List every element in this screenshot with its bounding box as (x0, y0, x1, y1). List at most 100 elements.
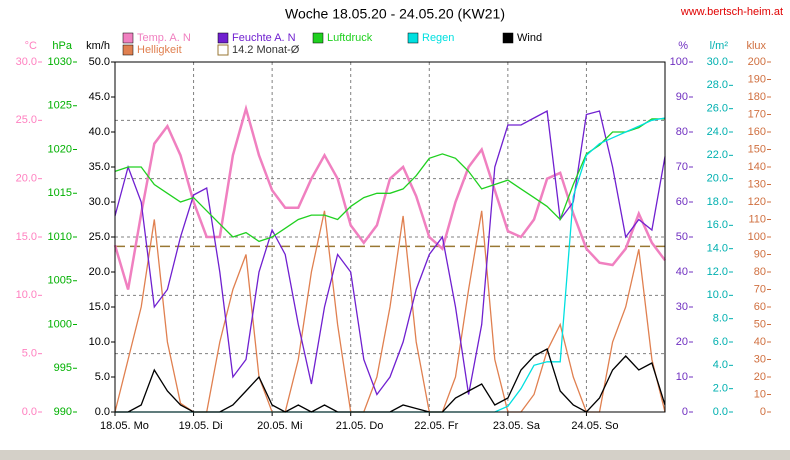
y-tick-label: 1015 (48, 187, 72, 199)
y-tick-label: 5.0 (95, 371, 110, 383)
y-tick-label: 0.0 (22, 406, 37, 418)
series-line (114, 118, 665, 243)
y-tick-label: 190 (748, 73, 766, 85)
y-tick-label: 0 (760, 406, 766, 418)
y-tick-label: 10 (754, 388, 766, 400)
y-tick-label: 1025 (48, 100, 72, 112)
y-tick-label: 10.0 (707, 289, 728, 301)
x-tick-label: 20.05. Mi (257, 420, 302, 432)
y-tick-label: 30.0 (16, 56, 37, 68)
y-tick-label: 50.0 (89, 56, 110, 68)
source: www.bertsch-heim.at (680, 6, 783, 18)
y-tick-label: 50 (676, 231, 688, 243)
y-tick-label: 26.0 (707, 103, 728, 115)
legend-label: Feuchte A. N (232, 32, 296, 44)
y-tick-label: 1005 (48, 275, 72, 287)
y-tick-label: 28.0 (707, 79, 728, 91)
legend-swatch (122, 32, 134, 44)
x-tick-label: 18.05. Mo (100, 420, 149, 432)
y-tick-label: 8.0 (713, 313, 728, 325)
y-tick-label: 180 (748, 91, 766, 103)
y-tick-label: 10.0 (89, 336, 110, 348)
y-tick-label: 15.0 (16, 231, 37, 243)
y-tick-label: 20.0 (16, 173, 37, 185)
legend-swatch (502, 32, 514, 44)
legend-swatch (407, 32, 419, 44)
y-tick-label: 995 (54, 362, 72, 374)
plot-frame (114, 61, 666, 413)
y-tick-label: 60 (754, 301, 766, 313)
y-tick-label: 20.0 (707, 173, 728, 185)
legend-swatch (217, 44, 229, 56)
y-tick-label: 30.0 (89, 196, 110, 208)
y-tick-label: 15.0 (89, 301, 110, 313)
y-tick-label: 100 (670, 56, 688, 68)
y-tick-label: 14.0 (707, 243, 728, 255)
y-tick-label: 140 (748, 161, 766, 173)
status-bar (0, 450, 790, 460)
legend-label: Temp. A. N (137, 32, 191, 44)
y-tick-label: 90 (676, 91, 688, 103)
y-tick-label: 40 (754, 336, 766, 348)
y-tick-label: 160 (748, 126, 766, 138)
axis-unit: l/m² (710, 40, 729, 52)
y-tick-label: 5.0 (22, 348, 37, 360)
y-tick-label: 130 (748, 178, 766, 190)
y-tick-label: 12.0 (707, 266, 728, 278)
y-tick-label: 25.0 (16, 114, 37, 126)
y-tick-label: 90 (754, 248, 766, 260)
x-tick-label: 21.05. Do (336, 420, 384, 432)
y-tick-label: 80 (754, 266, 766, 278)
axis-unit: klux (746, 40, 766, 52)
x-tick-label: 23.05. Sa (493, 420, 541, 432)
y-tick-label: 1020 (48, 143, 72, 155)
y-tick-label: 1030 (48, 56, 72, 68)
x-tick-label: 19.05. Di (179, 420, 223, 432)
y-tick-label: 50 (754, 318, 766, 330)
y-tick-label: 70 (754, 283, 766, 295)
y-tick-label: 22.0 (707, 149, 728, 161)
y-tick-label: 30 (676, 301, 688, 313)
y-tick-label: 150 (748, 143, 766, 155)
y-tick-label: 20.0 (89, 266, 110, 278)
x-tick-label: 22.05. Fr (414, 420, 458, 432)
y-tick-label: 10.0 (16, 289, 37, 301)
y-tick-label: 0 (682, 406, 688, 418)
y-tick-label: 0.0 (713, 406, 728, 418)
y-tick-label: 110 (748, 213, 766, 225)
y-tick-label: 0.0 (95, 406, 110, 418)
y-tick-label: 70 (676, 161, 688, 173)
y-tick-label: 200 (748, 56, 766, 68)
y-tick-label: 40 (676, 266, 688, 278)
y-tick-label: 25.0 (89, 231, 110, 243)
y-tick-label: 20 (754, 371, 766, 383)
y-tick-label: 100 (748, 231, 766, 243)
y-tick-label: 45.0 (89, 91, 110, 103)
y-tick-label: 1010 (48, 231, 72, 243)
axis-unit: °C (25, 40, 37, 52)
y-tick-label: 2.0 (713, 383, 728, 395)
y-tick-label: 30 (754, 353, 766, 365)
y-tick-label: 30.0 (707, 56, 728, 68)
axis-unit: % (678, 40, 688, 52)
y-tick-label: 24.0 (707, 126, 728, 138)
series-line (113, 104, 667, 290)
axis-unit: km/h (86, 40, 110, 52)
y-tick-label: 20 (676, 336, 688, 348)
y-tick-label: 18.0 (707, 196, 728, 208)
legend-swatch (217, 32, 229, 44)
y-tick-label: 120 (748, 196, 766, 208)
chart-title: Woche 18.05.20 - 24.05.20 (KW21) (285, 6, 505, 22)
y-tick-label: 170 (748, 108, 766, 120)
y-tick-label: 1000 (48, 318, 72, 330)
y-tick-label: 16.0 (707, 219, 728, 231)
legend-label: Regen (422, 32, 454, 44)
legend-label: Luftdruck (327, 32, 373, 44)
axis-unit: hPa (52, 40, 72, 52)
y-tick-label: 990 (54, 406, 72, 418)
y-tick-label: 80 (676, 126, 688, 138)
legend-label: Helligkeit (137, 44, 182, 56)
legend-label: Wind (517, 32, 542, 44)
